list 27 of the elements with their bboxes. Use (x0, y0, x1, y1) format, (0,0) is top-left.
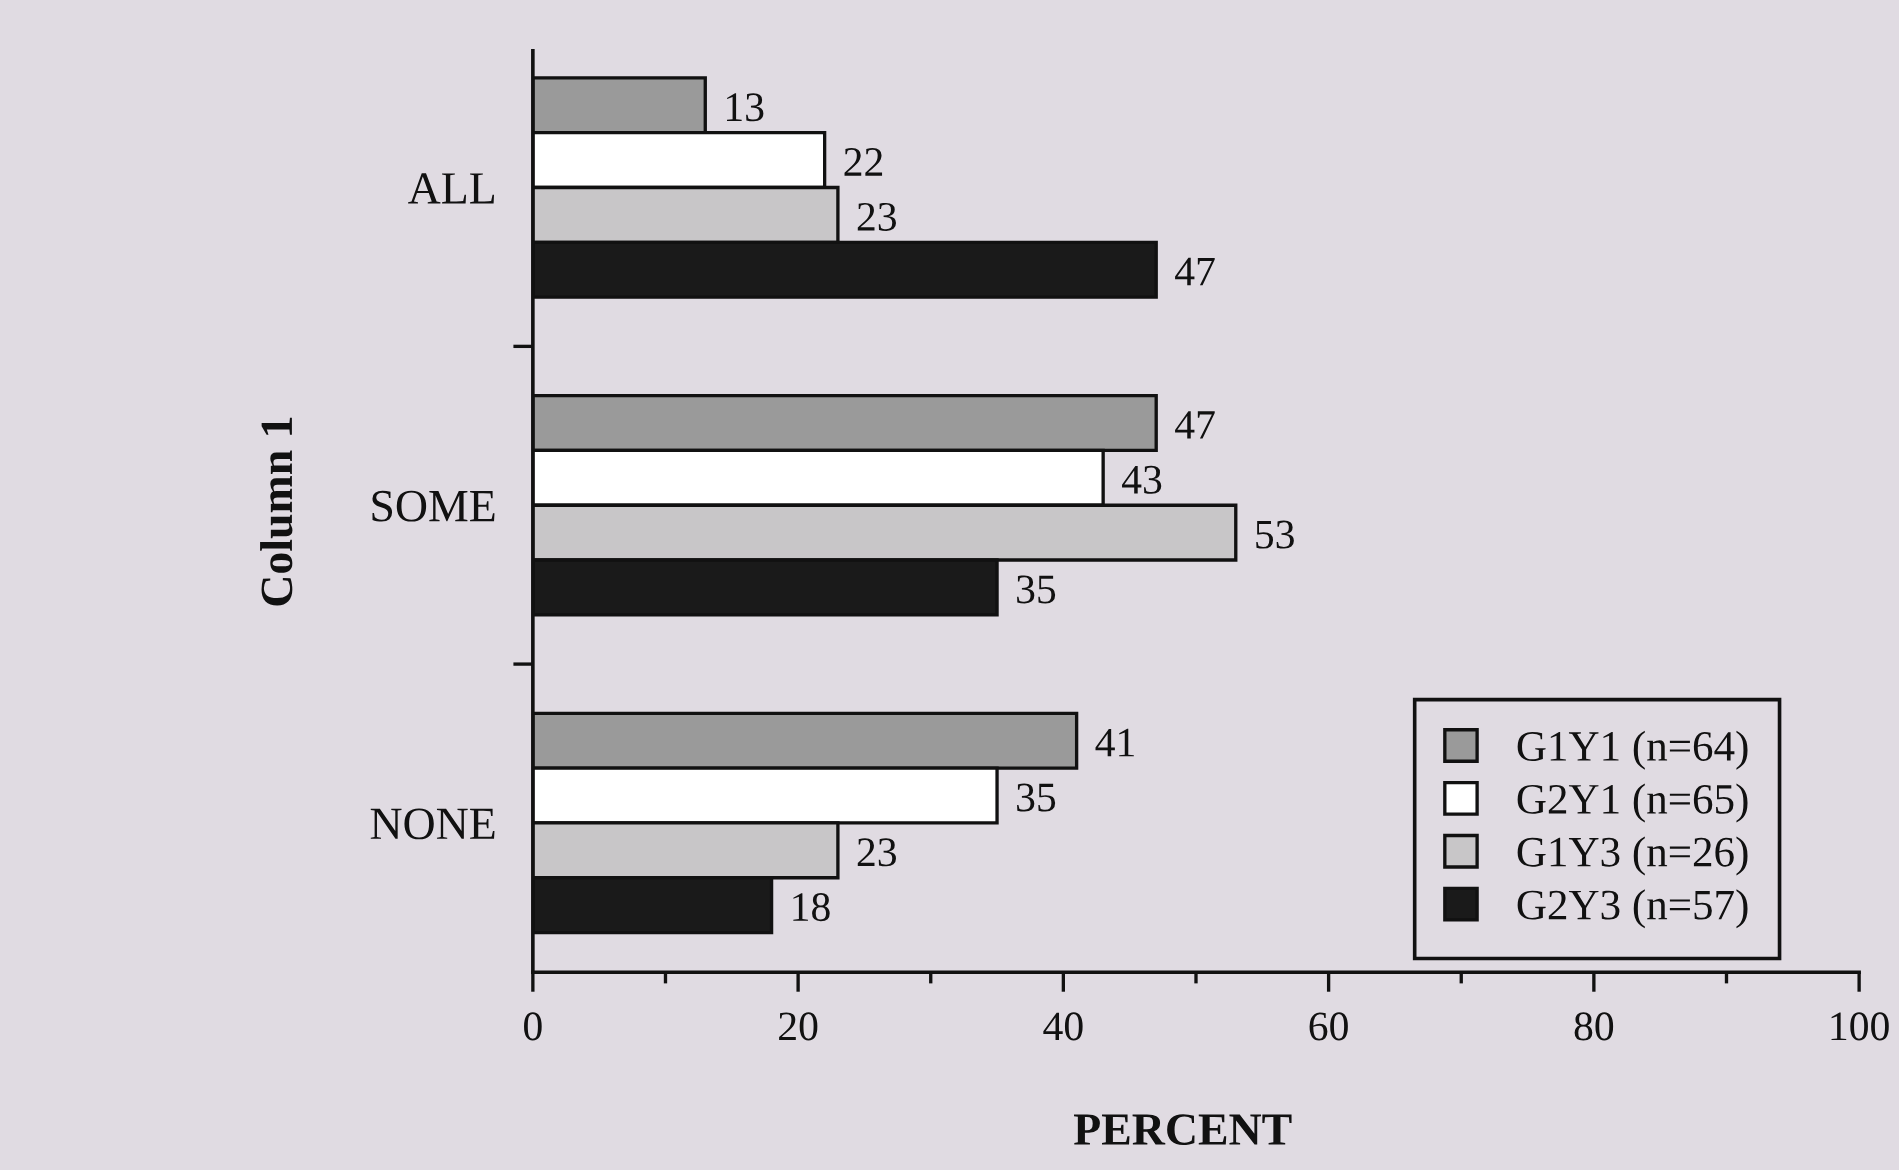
y-axis-title: Column 1 (260, 417, 293, 606)
data-label: 35 (1017, 575, 1056, 604)
y-tick-label: ALL (408, 173, 494, 204)
data-label: 22 (844, 148, 883, 176)
y-tick-label: NONE (370, 808, 495, 840)
x-axis-title: PERCENT (1074, 1114, 1292, 1145)
data-label: 53 (1256, 520, 1294, 549)
legend-label: G1Y3 (n=26) (1517, 836, 1748, 876)
data-label: 47 (1175, 411, 1215, 439)
x-tick-label: 100 (1831, 1012, 1889, 1041)
data-label: 13 (726, 93, 764, 122)
y-tick-label: SOME (372, 490, 495, 522)
legend-label: G2Y3 (n=57) (1517, 889, 1748, 929)
x-tick-label: 60 (1309, 1012, 1348, 1041)
data-label: 23 (857, 838, 896, 867)
data-label: 35 (1017, 783, 1056, 812)
data-label: 47 (1175, 257, 1215, 286)
legend-label: G2Y1 (n=65) (1517, 783, 1748, 823)
data-label: 41 (1095, 728, 1134, 757)
x-tick-label: 20 (779, 1012, 818, 1041)
x-tick-label: 40 (1043, 1012, 1083, 1041)
legend-label: G1Y1 (n=64) (1517, 730, 1748, 770)
x-tick-label: 80 (1574, 1012, 1614, 1041)
x-tick-label: 0 (524, 1012, 542, 1041)
data-label: 18 (793, 893, 830, 922)
data-label: 23 (857, 202, 896, 231)
data-label: 43 (1122, 465, 1162, 494)
